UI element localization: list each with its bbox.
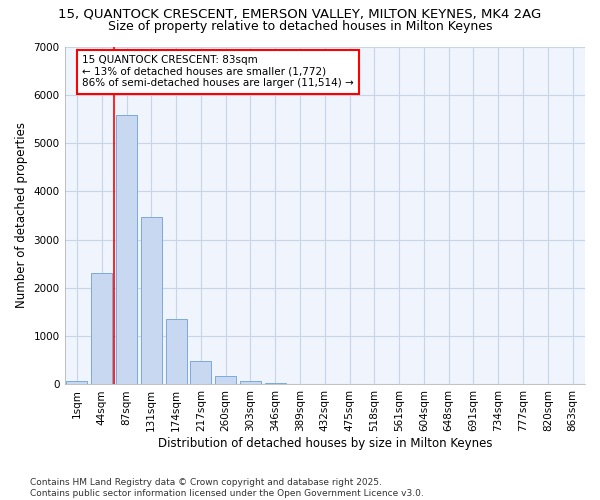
Bar (240, 381, 261, 384)
Text: 15, QUANTOCK CRESCENT, EMERSON VALLEY, MILTON KEYNES, MK4 2AG: 15, QUANTOCK CRESCENT, EMERSON VALLEY, M… (58, 8, 542, 20)
Y-axis label: Number of detached properties: Number of detached properties (15, 122, 28, 308)
Bar (91, 274, 112, 384)
Bar (215, 376, 236, 384)
Text: 15 QUANTOCK CRESCENT: 83sqm
← 13% of detached houses are smaller (1,772)
86% of : 15 QUANTOCK CRESCENT: 83sqm ← 13% of det… (82, 55, 353, 88)
Text: Size of property relative to detached houses in Milton Keynes: Size of property relative to detached ho… (108, 20, 492, 33)
Bar (67, 381, 88, 384)
X-axis label: Distribution of detached houses by size in Milton Keynes: Distribution of detached houses by size … (158, 437, 492, 450)
Bar (116, 115, 137, 384)
Bar (190, 362, 211, 384)
Bar (166, 319, 187, 384)
Text: Contains HM Land Registry data © Crown copyright and database right 2025.
Contai: Contains HM Land Registry data © Crown c… (30, 478, 424, 498)
Bar (265, 383, 286, 384)
Bar (141, 218, 162, 384)
